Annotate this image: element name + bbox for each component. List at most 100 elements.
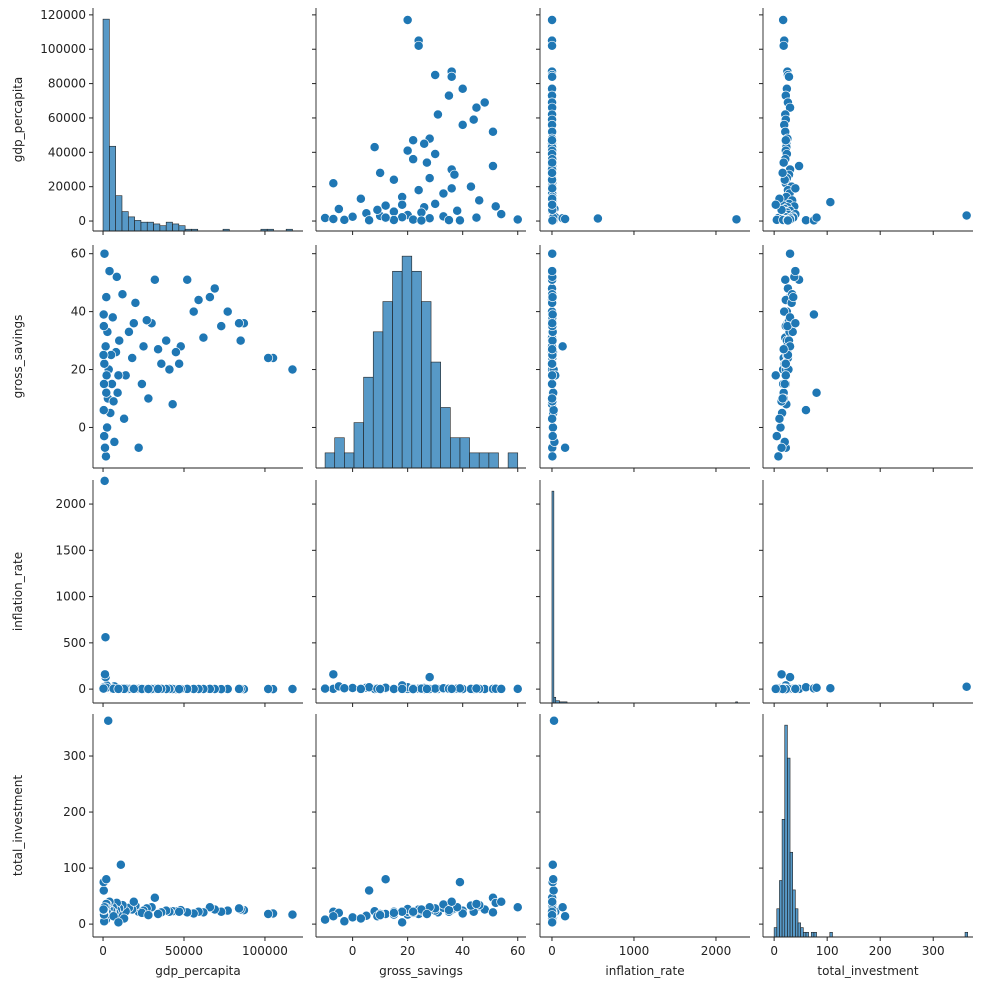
- scatter-point: [380, 200, 391, 211]
- scatter-point: [98, 885, 109, 896]
- scatter-point: [101, 370, 112, 381]
- scatter-point: [547, 413, 558, 424]
- scatter-point: [347, 912, 358, 923]
- scatter-point: [457, 908, 468, 919]
- scatter-point: [560, 911, 571, 922]
- scatter-point: [388, 215, 399, 225]
- hist-bar: [803, 931, 807, 938]
- scatter-point: [778, 15, 789, 25]
- scatter-point: [811, 387, 822, 398]
- y-tick-label: 60000: [48, 111, 86, 125]
- scatter-point: [446, 71, 457, 82]
- hist-bar: [172, 223, 180, 232]
- scatter-point: [153, 909, 164, 919]
- scatter-point: [547, 431, 558, 442]
- scatter-point: [123, 326, 134, 337]
- scatter-point: [397, 683, 408, 694]
- scatter-point: [222, 306, 233, 317]
- scatter-point: [548, 885, 559, 896]
- scatter-point: [557, 341, 568, 352]
- hist-bar: [450, 437, 461, 469]
- scatter-point: [103, 715, 114, 726]
- scatter-point: [512, 683, 523, 694]
- scatter-point: [355, 193, 366, 204]
- scatter-point: [488, 126, 498, 137]
- hist-bar: [779, 880, 783, 938]
- scatter-point: [547, 896, 558, 907]
- scatter-point: [779, 306, 790, 317]
- scatter-point: [771, 431, 782, 442]
- scatter-point: [287, 684, 298, 694]
- scatter-point: [100, 669, 110, 680]
- scatter-point: [115, 859, 126, 870]
- scatter-point: [263, 352, 274, 363]
- scatter-point: [449, 169, 460, 180]
- scatter-point: [547, 40, 558, 51]
- scatter-point: [174, 906, 185, 917]
- x-axis-label: total_investment: [817, 964, 918, 978]
- scatter-point: [113, 683, 124, 694]
- scatter-point: [98, 350, 109, 361]
- scatter-point: [790, 683, 801, 694]
- scatter-point: [104, 266, 115, 277]
- scatter-point: [369, 142, 380, 153]
- scatter-point: [794, 161, 805, 172]
- scatter-point: [777, 167, 788, 178]
- scatter-point: [99, 475, 110, 486]
- scatter-point: [777, 393, 788, 404]
- scatter-point: [397, 212, 408, 223]
- y-tick-label: 200: [63, 805, 86, 819]
- scatter-point: [143, 393, 154, 404]
- y-tick-label: 0: [78, 682, 86, 696]
- hist-bar: [178, 225, 186, 232]
- scatter-point: [547, 292, 558, 303]
- scatter-point: [446, 183, 457, 194]
- scatter-point: [130, 297, 141, 308]
- scatter-point: [808, 309, 819, 320]
- scatter-point: [548, 422, 558, 433]
- y-axis-label: total_investment: [11, 775, 25, 876]
- scatter-point: [430, 149, 441, 159]
- hist-bar: [795, 908, 799, 938]
- hist-bar: [805, 931, 809, 938]
- scatter-point: [347, 211, 358, 222]
- scatter-point: [402, 15, 413, 25]
- scatter-point: [397, 199, 408, 210]
- scatter-point: [424, 213, 435, 224]
- x-tick-label: 200: [869, 944, 892, 958]
- scatter-point: [100, 442, 110, 453]
- scatter-point: [174, 358, 185, 369]
- x-tick-label: 40: [455, 944, 470, 958]
- scatter-point: [547, 157, 558, 168]
- scatter-point: [496, 209, 507, 220]
- scatter-point: [780, 358, 791, 369]
- scatter-point: [801, 405, 811, 416]
- y-tick-label: 20000: [48, 180, 86, 194]
- scatter-point: [443, 905, 454, 916]
- scatter-point: [770, 683, 781, 694]
- hist-bar: [344, 452, 355, 469]
- scatter-point: [113, 370, 124, 381]
- scatter-point: [375, 167, 386, 178]
- scatter-point: [785, 102, 795, 113]
- scatter-point: [471, 898, 482, 909]
- hist-bar: [159, 225, 167, 232]
- scatter-point: [547, 379, 558, 389]
- scatter-point: [375, 684, 386, 694]
- scatter-point: [170, 347, 181, 358]
- hist-bar: [459, 437, 470, 469]
- scatter-point: [138, 341, 149, 352]
- y-tick-label: 100: [63, 861, 86, 875]
- scatter-point: [128, 318, 139, 329]
- scatter-point: [454, 683, 465, 694]
- scatter-point: [287, 364, 298, 375]
- scatter-point: [413, 40, 424, 51]
- scatter-point: [99, 379, 109, 389]
- scatter-point: [149, 274, 160, 285]
- scatter-point: [320, 212, 331, 223]
- scatter-point: [547, 358, 557, 369]
- hist-bar: [488, 452, 499, 469]
- scatter-point: [117, 289, 128, 300]
- scatter-point: [113, 917, 124, 928]
- scatter-point: [198, 332, 209, 343]
